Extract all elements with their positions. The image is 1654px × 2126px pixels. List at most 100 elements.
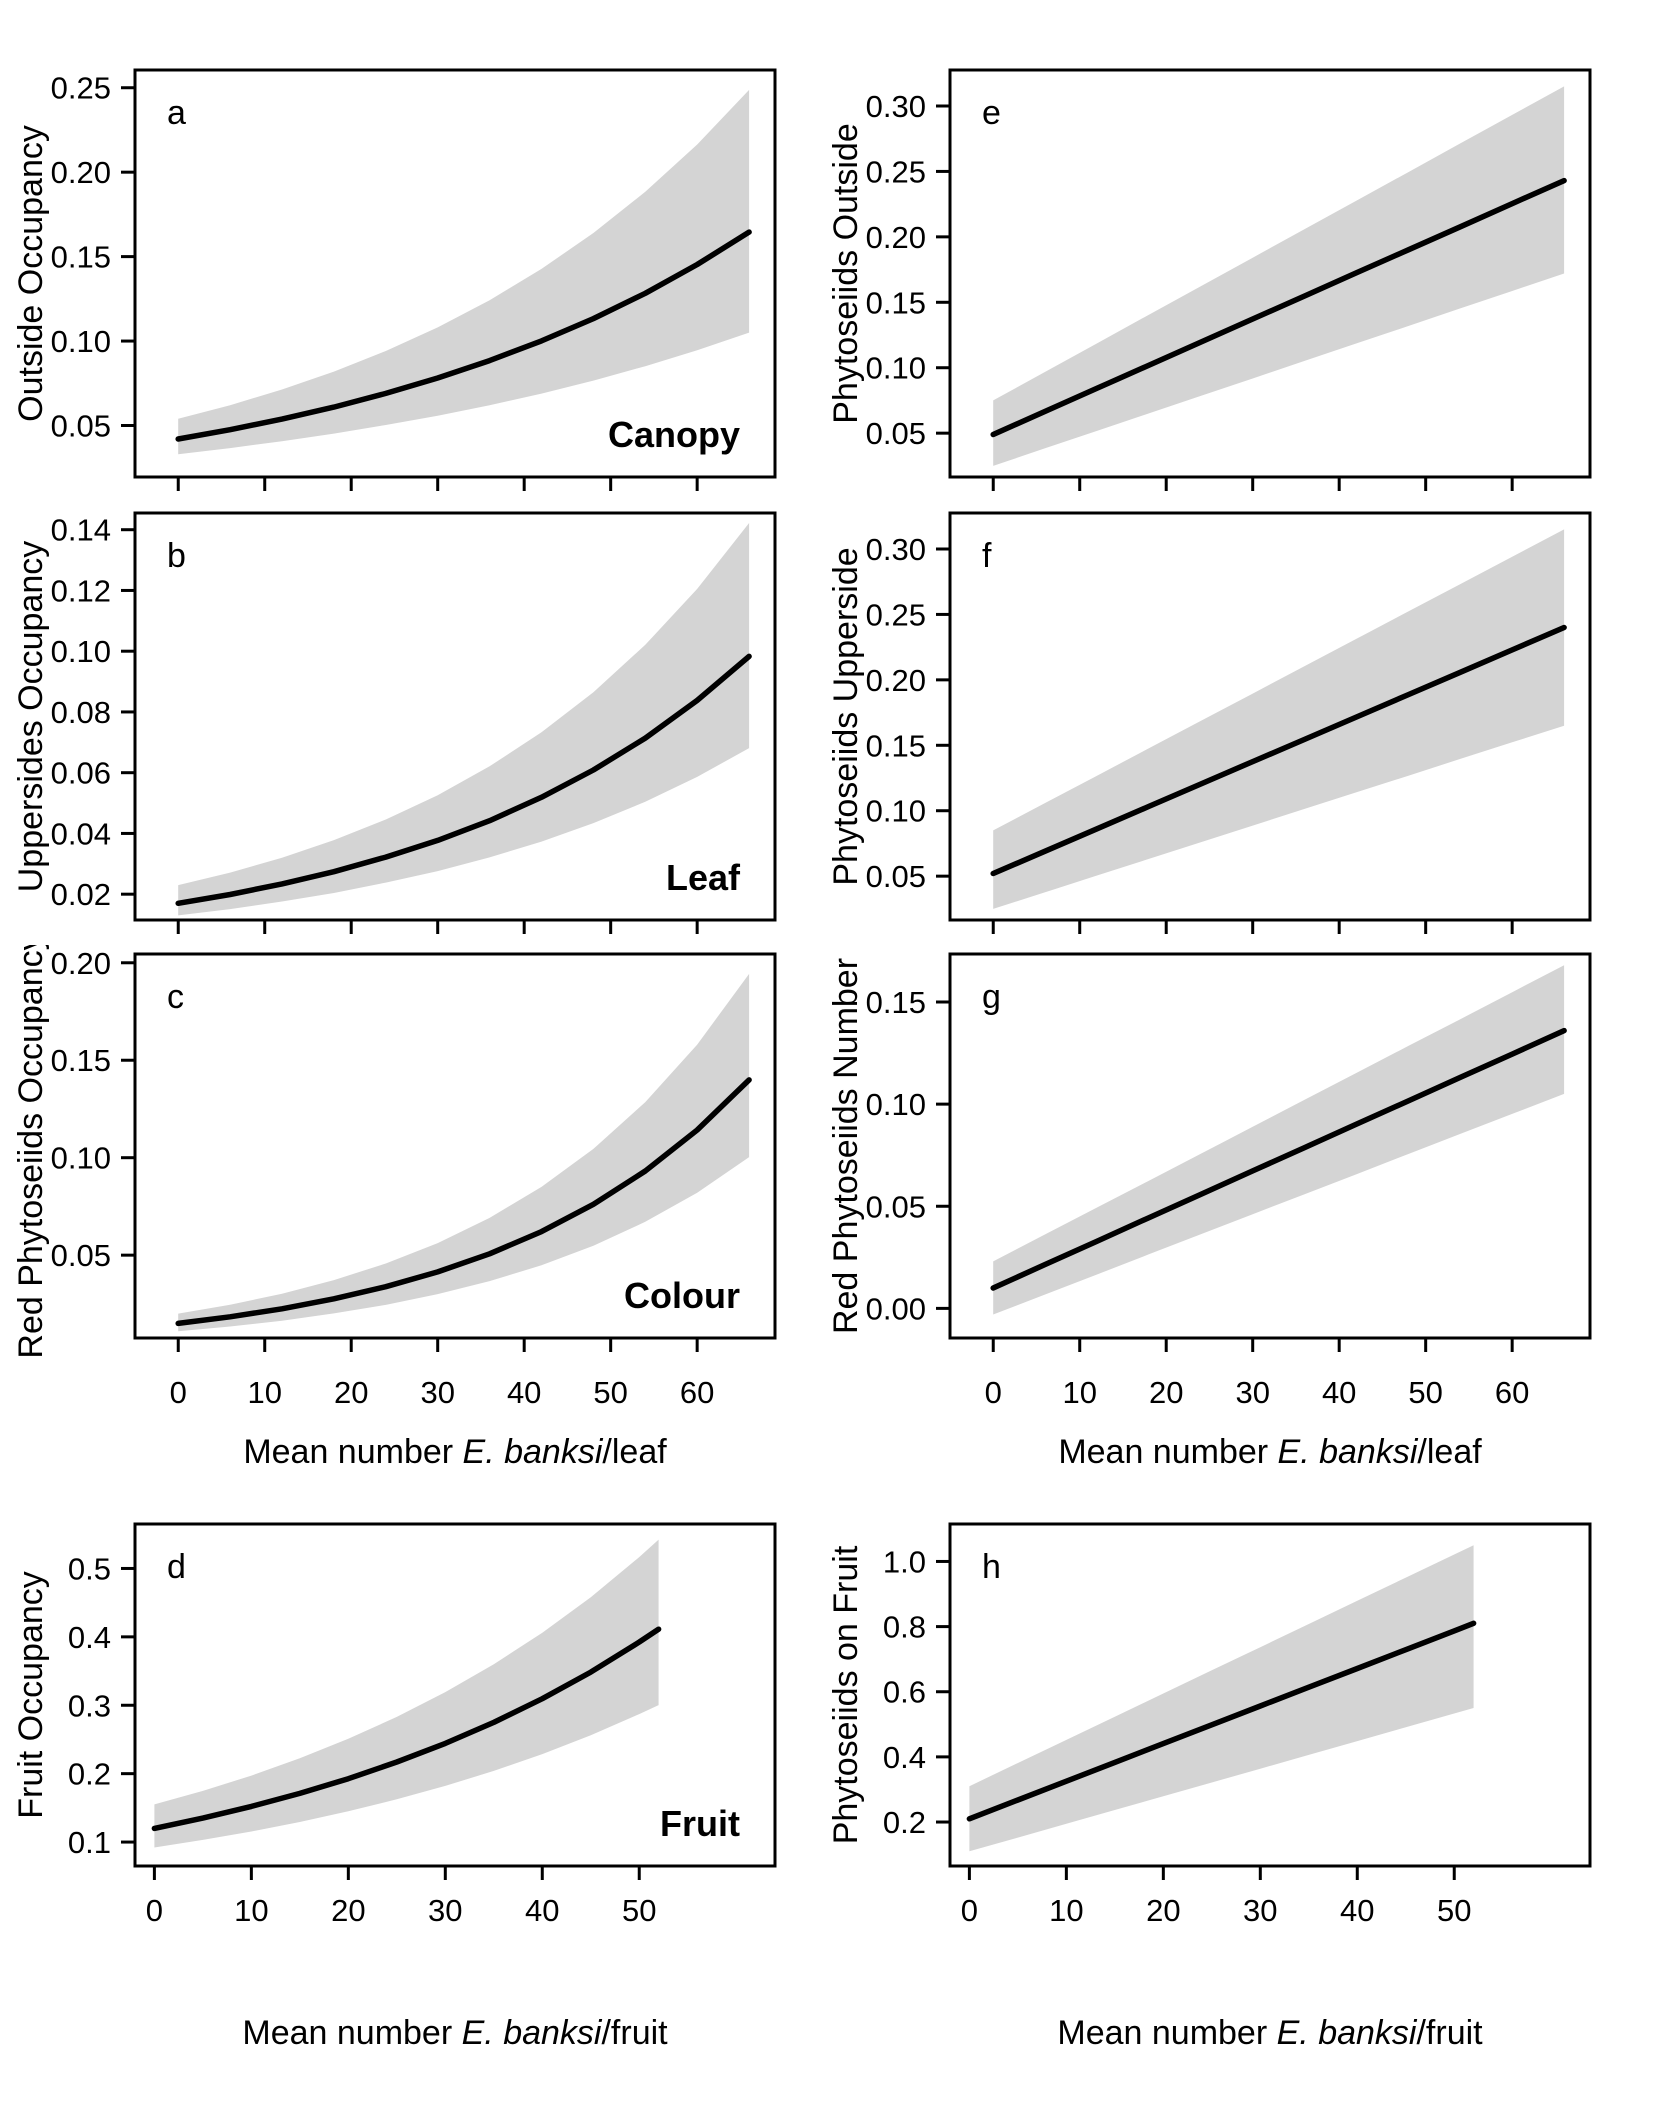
y-tick-label: 0.04 xyxy=(51,816,111,851)
plot-box xyxy=(948,1522,1592,1868)
y-tick-label: 0.05 xyxy=(51,1238,111,1273)
y-tick-label: 0.30 xyxy=(866,532,926,567)
x-axis-title: Mean number E. banksi/fruit xyxy=(1057,2014,1483,2052)
y-tick-label: 0.14 xyxy=(51,513,111,548)
y-tick-label: 0.25 xyxy=(866,597,926,632)
y-tick-label: 0.02 xyxy=(51,877,111,912)
x-tick-label: 40 xyxy=(1322,1375,1356,1410)
y-tick-label: 0.3 xyxy=(68,1688,111,1723)
y-tick-label: 0.10 xyxy=(51,634,111,669)
fit-line xyxy=(966,1620,1477,1822)
fit-line xyxy=(151,1626,662,1832)
panel-letter: h xyxy=(982,1548,1001,1586)
y-tick-label: 0.25 xyxy=(51,71,111,106)
x-tick-label: 50 xyxy=(1437,1893,1471,1928)
y-tick-label: 0.10 xyxy=(866,794,926,829)
y-tick-label: 0.15 xyxy=(866,285,926,320)
panel-tag: Fruit xyxy=(660,1803,740,1844)
y-axis-title: Outside Occupancy xyxy=(12,125,50,422)
fit-line xyxy=(990,177,1567,438)
panel-letter: d xyxy=(167,1548,186,1586)
x-tick-label: 30 xyxy=(1243,1893,1277,1928)
x-tick-label: 10 xyxy=(234,1893,268,1928)
y-axis-title: Uppersides Occupancy xyxy=(12,541,50,893)
y-tick-label: 0.30 xyxy=(866,89,926,124)
plot-box xyxy=(948,952,1592,1340)
y-tick-label: 0.10 xyxy=(866,351,926,386)
panel-letter: a xyxy=(167,94,186,132)
panel-tag: Colour xyxy=(624,1275,740,1316)
confidence-band xyxy=(993,86,1565,466)
panel-letter: f xyxy=(982,537,992,575)
y-tick-label: 0.15 xyxy=(51,240,111,275)
y-tick-label: 0.10 xyxy=(51,324,111,359)
x-tick-label: 60 xyxy=(680,1375,714,1410)
confidence-band xyxy=(178,523,750,916)
fit-line xyxy=(175,229,752,442)
y-tick-label: 0.10 xyxy=(866,1087,926,1122)
y-tick-label: 0.05 xyxy=(51,408,111,443)
y-axis-title: Red Phytoseiids Number xyxy=(827,958,865,1334)
panel-letter: c xyxy=(167,978,184,1016)
y-tick-label: 0.12 xyxy=(51,573,111,608)
y-axis-title: Phytoseiids on Fruit xyxy=(827,1545,865,1844)
x-tick-label: 0 xyxy=(170,1375,187,1410)
x-tick-label: 0 xyxy=(961,1893,978,1928)
y-axis-title: Phytoseiids Upperside xyxy=(827,547,865,885)
x-tick-label: 10 xyxy=(247,1375,281,1410)
x-axis-title: Mean number E. banksi/leaf xyxy=(1058,1433,1482,1471)
y-tick-label: 0.20 xyxy=(866,220,926,255)
y-tick-label: 0.20 xyxy=(51,946,111,981)
y-tick-label: 0.2 xyxy=(68,1757,111,1792)
y-tick-label: 0.20 xyxy=(866,663,926,698)
x-tick-label: 10 xyxy=(1049,1893,1083,1928)
panel-letter: g xyxy=(982,978,1001,1016)
x-tick-label: 50 xyxy=(1408,1375,1442,1410)
fit-line xyxy=(175,653,752,907)
panel-letter: e xyxy=(982,94,1001,132)
y-tick-label: 1.0 xyxy=(883,1544,926,1579)
y-tick-label: 0.15 xyxy=(866,985,926,1020)
y-tick-label: 0.4 xyxy=(883,1740,926,1775)
y-tick-label: 0.25 xyxy=(866,154,926,189)
panel-tag: Canopy xyxy=(608,414,740,455)
y-axis-title: Fruit Occupancy xyxy=(12,1571,50,1819)
x-tick-label: 0 xyxy=(985,1375,1002,1410)
confidence-band xyxy=(993,965,1565,1315)
y-tick-label: 0.08 xyxy=(51,695,111,730)
panel-tag: Leaf xyxy=(666,857,741,898)
x-tick-label: 0 xyxy=(146,1893,163,1928)
y-tick-label: 0.2 xyxy=(883,1805,926,1840)
x-tick-label: 40 xyxy=(507,1375,541,1410)
panel-c-chart: 0.05 0.10 0.15 0.20 0 10 20 30 40 50 60 Red Phytose… xyxy=(12,945,777,1471)
confidence-band xyxy=(178,973,750,1332)
panel-h-chart: 0.2 0.4 0.6 0.8 1.0 0 10 20 30 40 50 Phytoseiids on… xyxy=(827,1522,1592,2052)
x-tick-label: 50 xyxy=(593,1375,627,1410)
x-axis-title: Mean number E. banksi/leaf xyxy=(243,1433,667,1471)
y-axis-title: Phytoseiids Outside xyxy=(827,123,865,424)
y-tick-label: 0.6 xyxy=(883,1675,926,1710)
y-tick-label: 0.05 xyxy=(866,859,926,894)
y-tick-label: 0.15 xyxy=(866,728,926,763)
fit-line xyxy=(990,1027,1567,1291)
y-tick-label: 0.4 xyxy=(68,1620,111,1655)
x-tick-label: 10 xyxy=(1062,1375,1096,1410)
x-tick-label: 30 xyxy=(420,1375,454,1410)
x-tick-label: 20 xyxy=(331,1893,365,1928)
y-tick-label: 0.10 xyxy=(51,1141,111,1176)
x-tick-label: 20 xyxy=(334,1375,368,1410)
x-tick-label: 40 xyxy=(525,1893,559,1928)
confidence-band xyxy=(178,89,750,455)
fit-line xyxy=(175,1077,752,1327)
y-tick-label: 0.5 xyxy=(68,1551,111,1586)
panel-g-chart: 0.00 0.05 0.10 0.15 0 10 20 30 40 50 60 Red Phytose… xyxy=(827,952,1592,1471)
plot-box xyxy=(948,511,1592,922)
panel-d-chart: 0.1 0.2 0.3 0.4 0.5 0 10 20 30 40 50 Fruit Occupanc… xyxy=(12,1522,777,2052)
y-tick-label: 0.06 xyxy=(51,756,111,791)
x-tick-label: 20 xyxy=(1149,1375,1183,1410)
y-tick-label: 0.05 xyxy=(866,1189,926,1224)
